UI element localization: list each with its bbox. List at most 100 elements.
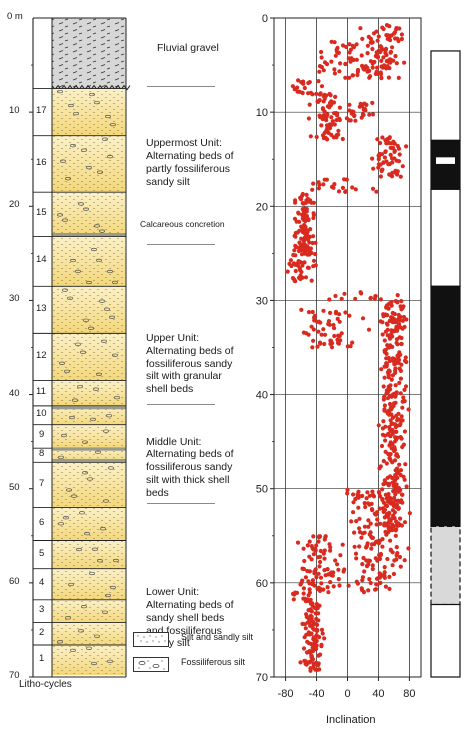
shell-fragment <box>103 499 109 503</box>
shell-fragment <box>105 593 111 598</box>
shell-fragment <box>63 516 69 520</box>
shell-fragment <box>58 455 64 460</box>
shell-fragment <box>90 417 96 422</box>
cycle-silt-pattern <box>52 88 126 136</box>
litho-cycle-11 <box>33 380 126 406</box>
shell-fragment <box>82 440 88 444</box>
legend-fossil-swatch <box>133 657 169 672</box>
litho-cycle-number: 16 <box>36 156 47 168</box>
shell-fragment <box>88 326 94 330</box>
shell-fragment <box>70 144 76 148</box>
shell-fragment <box>65 616 71 620</box>
shell-fragment <box>64 369 70 374</box>
shell-fragment <box>112 353 118 357</box>
cycle-silt-pattern <box>52 380 126 406</box>
shell-fragment <box>93 387 99 391</box>
shell-fragment <box>81 604 87 609</box>
depth-tick-label: 30 <box>9 293 20 305</box>
shell-fragment <box>86 646 92 650</box>
litho-cycle-number: 11 <box>36 386 46 398</box>
depth-tick-label: 20 <box>9 199 20 211</box>
cycle-silt-pattern <box>52 507 126 541</box>
shell-fragment <box>113 558 119 563</box>
shell-fragment <box>76 547 82 552</box>
shell-fragment <box>100 527 106 531</box>
unit-separator-upper <box>147 403 215 405</box>
shell-fragment <box>65 177 71 181</box>
cycle-silt-pattern <box>52 644 126 676</box>
litho-cycle-10 <box>33 405 126 425</box>
unit-separator-middle <box>147 502 215 504</box>
shell-fragment <box>57 89 63 94</box>
litho-cycle-number: 1 <box>39 653 45 665</box>
shell-fragment <box>84 531 90 536</box>
shell-fragment <box>78 629 84 633</box>
shell-fragment <box>69 415 75 420</box>
depth-unit-label: 0 m <box>7 11 23 22</box>
litho-cycle-number: 17 <box>36 105 47 117</box>
shell-fragment <box>91 247 97 252</box>
shell-fragment <box>62 288 68 292</box>
cycle-silt-pattern <box>52 286 126 334</box>
shell-fragment <box>57 213 63 217</box>
shell-fragment <box>91 661 97 666</box>
shell-bed <box>52 447 126 451</box>
shell-fragment <box>96 258 102 263</box>
litho-cycle-number: 9 <box>39 429 45 441</box>
shell-fragment <box>94 100 100 105</box>
litho-cycle-12 <box>33 332 126 381</box>
shell-fragment <box>109 315 115 319</box>
silt-pattern <box>137 635 166 643</box>
shell-fragment <box>68 103 74 108</box>
shell-fragment <box>79 511 85 515</box>
unit-text-concretion: Calcareous concretion <box>140 219 225 230</box>
shell-bed <box>52 406 126 410</box>
unit-text-uppermost: Uppermost Unit: Alternating beds of part… <box>146 137 234 188</box>
cycle-silt-pattern <box>52 599 126 623</box>
shell-fragment <box>97 559 103 563</box>
cycle-silt-pattern <box>52 424 126 449</box>
shell-fragment <box>99 299 105 303</box>
shell-fragment <box>86 166 92 170</box>
legend-fossil-label: Fossiliferous silt <box>181 657 246 667</box>
depth-tick-label: 60 <box>9 575 20 587</box>
litho-cycle-4 <box>33 568 126 600</box>
litho-cycle-5 <box>33 540 126 569</box>
shell-fragment <box>89 571 95 576</box>
shell-fragment <box>102 137 108 141</box>
litho-cycle-7 <box>33 461 126 508</box>
shell-fragment <box>102 610 108 614</box>
cycle-silt-pattern <box>52 622 126 645</box>
shell-fragment <box>104 307 110 311</box>
unit-text-upper: Upper Unit: Alternating beds of fossilif… <box>146 332 234 396</box>
shell-fragment <box>70 648 76 653</box>
unit-separator-fluvial <box>147 85 215 87</box>
cycle-silt-pattern <box>52 135 126 193</box>
unit-text-middle: Middle Unit: Alternating beds of fossili… <box>146 435 234 499</box>
shell-fragment <box>92 547 98 551</box>
litho-cycle-number: 15 <box>36 207 47 219</box>
shell-fragment <box>75 269 81 274</box>
shell-fragment <box>86 280 92 285</box>
unit-text-fluvial: Fluvial gravel <box>157 42 219 55</box>
shell-fragment <box>68 582 74 587</box>
shell-fragment <box>110 585 116 590</box>
shell-fragment <box>72 398 78 402</box>
shell-fragment <box>60 159 66 163</box>
cycle-silt-pattern <box>52 448 126 463</box>
shell-fragment <box>83 318 89 322</box>
legend-silt-swatch <box>133 632 169 647</box>
litho-cycle-number: 5 <box>39 547 45 559</box>
cycle-silt-pattern <box>52 405 126 425</box>
litho-cycle-6 <box>33 507 126 541</box>
litho-cycle-14 <box>33 235 126 287</box>
shell-fragment <box>94 634 100 638</box>
shell-fragment <box>96 372 102 376</box>
shell-fragment <box>107 659 113 664</box>
litho-cycle-number: 3 <box>39 604 45 616</box>
depth-tick-label: 50 <box>9 481 20 493</box>
shell-fragment <box>87 477 93 481</box>
x-axis-title: Inclination <box>326 714 376 726</box>
